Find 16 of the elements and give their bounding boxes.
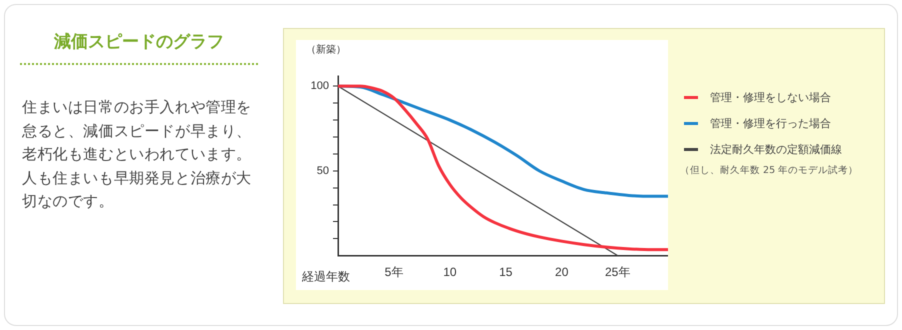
x-axis-title: 経過年数	[301, 270, 350, 284]
text: 減価スピードのグラフ	[20, 30, 258, 65]
legend-label: 管理・修理を行った場合	[710, 116, 831, 130]
y-tick-label: 100	[310, 80, 329, 92]
y-axis-title: （新築）	[306, 44, 346, 56]
x-tick-label: 20	[555, 265, 569, 280]
legend-label: 管理・修理をしない場合	[710, 90, 831, 104]
line-series	[338, 84, 668, 252]
y-tick-label: 50	[316, 164, 329, 177]
x-tick-label: 15	[499, 265, 513, 280]
x-tick-label: 10	[443, 265, 457, 280]
text: （但し、耐久年数 25 年のモデル試考）	[680, 164, 858, 177]
text: 住まいは日常のお手入れや管理を怠ると、減価スピードが早まり、老朽化も進むといわれています。人も住まいも早期発見と治療が大切なのです。	[22, 97, 252, 212]
legend-label: 法定耐久年数の定額減価線	[710, 142, 842, 156]
x-tick-label: 25年	[604, 265, 630, 280]
x-tick-label: 5年	[384, 265, 404, 280]
